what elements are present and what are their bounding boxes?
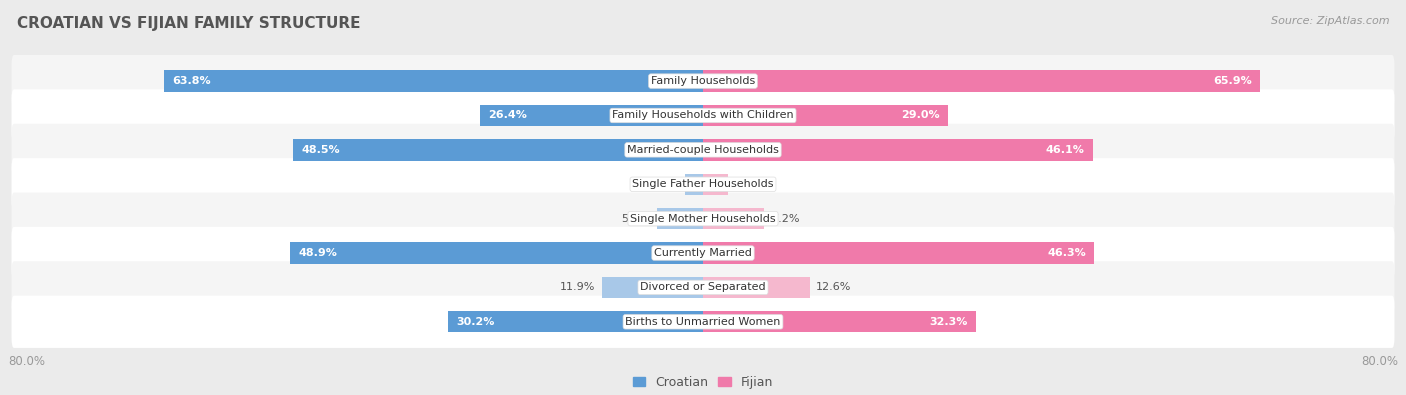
Text: 32.3%: 32.3% [929, 317, 967, 327]
Bar [602, 277, 703, 298]
FancyBboxPatch shape [11, 296, 1395, 348]
Bar [703, 243, 1094, 264]
Text: 5.5%: 5.5% [621, 214, 650, 224]
Bar [657, 208, 703, 229]
Text: 65.9%: 65.9% [1213, 76, 1251, 86]
FancyBboxPatch shape [11, 158, 1395, 211]
Bar [290, 243, 703, 264]
Bar [447, 311, 703, 333]
Text: 30.2%: 30.2% [456, 317, 495, 327]
Text: 7.2%: 7.2% [770, 214, 799, 224]
FancyBboxPatch shape [11, 192, 1395, 245]
Bar [703, 173, 728, 195]
Text: 48.9%: 48.9% [298, 248, 337, 258]
Text: 29.0%: 29.0% [901, 111, 939, 120]
Text: Married-couple Households: Married-couple Households [627, 145, 779, 155]
Text: 26.4%: 26.4% [488, 111, 527, 120]
Text: Births to Unmarried Women: Births to Unmarried Women [626, 317, 780, 327]
Text: Family Households with Children: Family Households with Children [612, 111, 794, 120]
FancyBboxPatch shape [11, 227, 1395, 279]
Text: 3.0%: 3.0% [735, 179, 763, 189]
Bar [703, 277, 810, 298]
Bar [685, 173, 703, 195]
Bar [479, 105, 703, 126]
FancyBboxPatch shape [11, 261, 1395, 314]
Bar [163, 70, 703, 92]
Text: Currently Married: Currently Married [654, 248, 752, 258]
FancyBboxPatch shape [11, 55, 1395, 107]
FancyBboxPatch shape [11, 89, 1395, 142]
Text: 46.1%: 46.1% [1046, 145, 1084, 155]
Bar [703, 105, 948, 126]
Bar [703, 208, 763, 229]
FancyBboxPatch shape [11, 124, 1395, 176]
Text: CROATIAN VS FIJIAN FAMILY STRUCTURE: CROATIAN VS FIJIAN FAMILY STRUCTURE [17, 16, 360, 31]
Bar [292, 139, 703, 160]
Text: Single Mother Households: Single Mother Households [630, 214, 776, 224]
Legend: Croatian, Fijian: Croatian, Fijian [628, 371, 778, 394]
Bar [703, 311, 976, 333]
Text: 11.9%: 11.9% [560, 282, 596, 292]
Text: 12.6%: 12.6% [817, 282, 852, 292]
Text: 2.1%: 2.1% [650, 179, 679, 189]
Text: 46.3%: 46.3% [1047, 248, 1085, 258]
Text: Family Households: Family Households [651, 76, 755, 86]
Bar [703, 139, 1092, 160]
Text: 48.5%: 48.5% [301, 145, 340, 155]
Text: 63.8%: 63.8% [172, 76, 211, 86]
Text: Single Father Households: Single Father Households [633, 179, 773, 189]
Text: Divorced or Separated: Divorced or Separated [640, 282, 766, 292]
Text: Source: ZipAtlas.com: Source: ZipAtlas.com [1271, 16, 1389, 26]
Bar [703, 70, 1260, 92]
